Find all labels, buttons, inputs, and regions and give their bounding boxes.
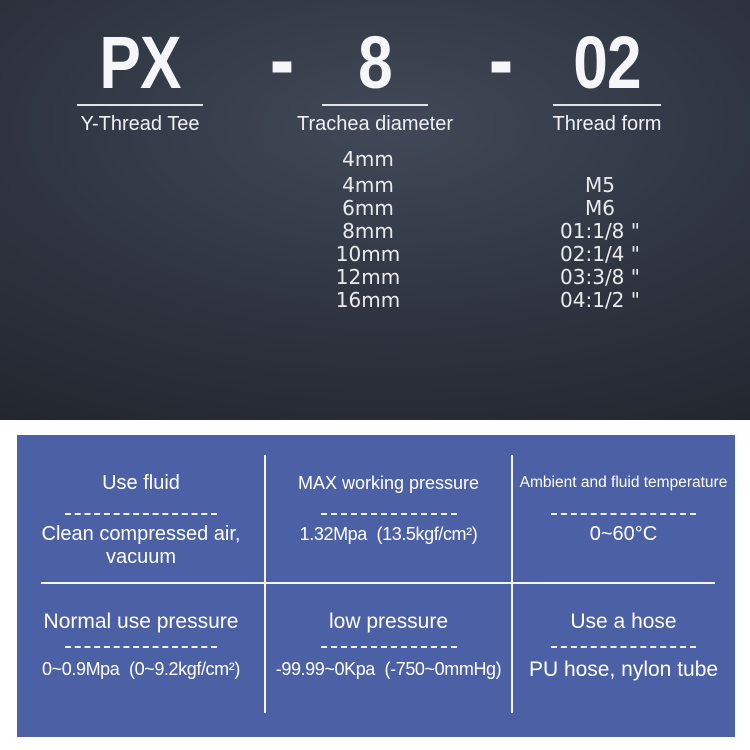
dashed-separator (320, 646, 457, 648)
dashed-separator (551, 513, 696, 515)
code-diameter-label: Trachea diameter (297, 113, 453, 135)
diameter-option: 8mm (342, 219, 394, 243)
code-underline (77, 104, 203, 106)
thread-option: 02:1/4 " (560, 242, 640, 266)
dashed-separator (551, 646, 696, 648)
code-thread-label: Thread form (552, 113, 662, 135)
spec-cell-low-pressure: low pressure -99.99~0Kpa (-750~0mmHg) (265, 584, 512, 737)
spec-cell-use-fluid: Use fluid Clean compressed air, vacuum (17, 435, 265, 582)
spec-cell-max-pressure: MAX working pressure 1.32Mpa (13.5kgf/cm… (265, 435, 512, 582)
diameter-option: 6mm (342, 196, 394, 220)
spec-header: MAX working pressure (297, 473, 480, 493)
thread-option: 03:3/8 " (560, 265, 640, 289)
column-divider (264, 455, 266, 713)
spec-value: PU hose, nylon tube (528, 658, 719, 681)
code-thread: 02 (573, 21, 641, 104)
code-separator: - (488, 9, 514, 111)
spec-table: Use fluid Clean compressed air, vacuum M… (17, 435, 735, 737)
spec-cell-hose: Use a hose PU hose, nylon tube (512, 584, 735, 737)
spec-header: Use a hose (570, 610, 677, 633)
spec-header: low pressure (328, 610, 449, 633)
code-diameter: 8 (358, 21, 393, 104)
diameter-option: 10mm (335, 242, 401, 266)
spec-row-2: Normal use pressure 0~0.9Mpa (0~9.2kgf/c… (17, 584, 735, 737)
spec-section: Use fluid Clean compressed air, vacuum M… (0, 420, 750, 750)
thread-options-list: M5 M6 01:1/8 " 02:1/4 " 03:3/8 " 04:1/2 … (512, 174, 688, 312)
code-model: PX (99, 21, 181, 104)
spec-value: Clean compressed air, (41, 523, 241, 545)
code-model-label: Y-Thread Tee (80, 113, 200, 135)
diameter-option: 16mm (335, 288, 401, 312)
code-segment-diameter: 8 Trachea diameter (275, 21, 475, 136)
column-divider (511, 455, 513, 713)
spec-value: -99.99~0Kpa (-750~0mmHg) (275, 659, 502, 679)
dashed-separator (65, 646, 217, 648)
code-underline (553, 104, 661, 106)
spec-value: 1.32Mpa (13.5kgf/cm²) (299, 524, 478, 544)
spec-header: Normal use pressure (43, 610, 239, 633)
code-diagram-section: PX Y-Thread Tee - 8 Trachea diameter - 0… (0, 0, 750, 420)
spec-cell-temperature: Ambient and fluid temperature 0~60°C (512, 435, 735, 582)
diameter-option: 12mm (335, 265, 401, 289)
spec-header: Use fluid (102, 472, 180, 494)
diameter-option: 4mm (342, 147, 394, 171)
dashed-separator (65, 513, 217, 515)
spec-cell-normal-pressure: Normal use pressure 0~0.9Mpa (0~9.2kgf/c… (17, 584, 265, 737)
code-segment-thread: 02 Thread form (507, 21, 707, 136)
spec-value: 0~0.9Mpa (0~9.2kgf/cm²) (42, 659, 240, 679)
spec-header: Ambient and fluid temperature (519, 474, 728, 491)
code-underline (322, 104, 428, 106)
diameter-options-list: 4mm 4mm 6mm 8mm 10mm 12mm 16mm (293, 148, 443, 312)
spec-value: vacuum (105, 546, 177, 568)
thread-option: 04:1/2 " (560, 288, 640, 312)
spec-value: 0~60°C (589, 523, 658, 545)
row-divider (41, 582, 715, 584)
spec-row-1: Use fluid Clean compressed air, vacuum M… (17, 435, 735, 582)
diameter-option: 4mm (342, 173, 394, 197)
thread-option: M5 (585, 173, 615, 197)
thread-option: M6 (585, 196, 615, 220)
dashed-separator (320, 513, 457, 515)
code-segment-model: PX Y-Thread Tee (40, 21, 240, 136)
thread-option: 01:1/8 " (560, 219, 640, 243)
code-separator: - (269, 9, 295, 111)
